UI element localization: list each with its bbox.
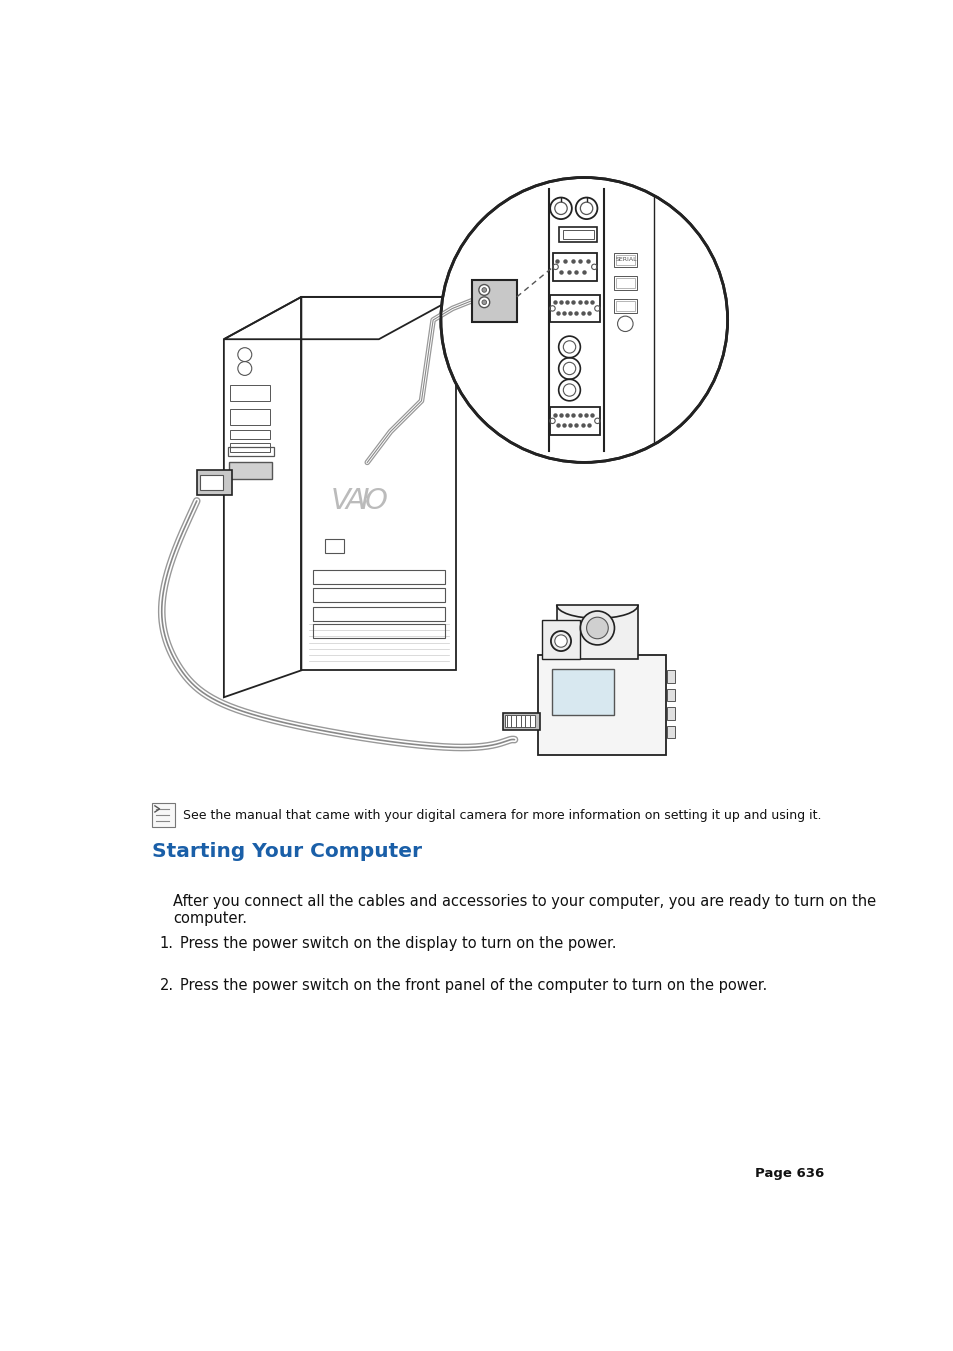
Bar [666, 708, 674, 720]
Text: Press the power switch on the display to turn on the power.: Press the power switch on the display to… [179, 936, 616, 951]
Bar [199, 474, 223, 490]
Bar [666, 689, 674, 701]
Bar [541, 620, 579, 659]
Bar [666, 725, 674, 738]
Bar [613, 253, 637, 267]
Bar [229, 462, 272, 480]
Text: Page 636: Page 636 [755, 1167, 823, 1179]
Text: $\it{V\!A\!I\!O}$: $\it{V\!A\!I\!O}$ [330, 486, 388, 515]
Bar [313, 624, 444, 638]
Bar [616, 278, 634, 288]
Text: SERIAL: SERIAL [615, 257, 637, 262]
Bar [550, 295, 599, 323]
Bar [502, 713, 539, 730]
Circle shape [481, 300, 486, 304]
Bar [472, 280, 517, 323]
Circle shape [440, 177, 727, 462]
Bar [616, 255, 634, 265]
Text: After you connect all the cables and accessories to your computer, you are ready: After you connect all the cables and acc… [173, 893, 876, 909]
Bar [557, 605, 638, 659]
Bar [313, 588, 444, 601]
Circle shape [478, 285, 489, 296]
Bar [558, 227, 597, 242]
Bar [196, 470, 232, 494]
Bar [228, 447, 274, 457]
Bar [313, 607, 444, 621]
Bar [152, 802, 174, 827]
Bar [553, 253, 596, 281]
Bar [230, 430, 270, 439]
Text: Press the power switch on the front panel of the computer to turn on the power.: Press the power switch on the front pane… [179, 978, 766, 993]
Bar [613, 299, 637, 313]
Bar [324, 539, 344, 554]
Bar [562, 230, 593, 239]
Text: 1.: 1. [159, 936, 173, 951]
Bar [537, 655, 665, 755]
Text: computer.: computer. [173, 911, 247, 925]
Text: Starting Your Computer: Starting Your Computer [152, 842, 421, 861]
Text: 2.: 2. [159, 978, 173, 993]
Bar [230, 443, 270, 453]
Bar [666, 670, 674, 682]
Text: See the manual that came with your digital camera for more information on settin: See the manual that came with your digit… [183, 809, 821, 821]
Bar [301, 297, 456, 670]
Bar [230, 385, 270, 401]
Circle shape [555, 635, 567, 647]
Circle shape [586, 617, 608, 639]
Circle shape [478, 297, 489, 308]
Circle shape [579, 611, 614, 644]
Bar [613, 276, 637, 290]
Circle shape [481, 288, 486, 292]
Bar [551, 669, 613, 715]
Bar [616, 301, 634, 311]
Bar [313, 570, 444, 584]
Bar [230, 408, 270, 426]
Bar [505, 715, 534, 727]
Bar [550, 407, 599, 435]
